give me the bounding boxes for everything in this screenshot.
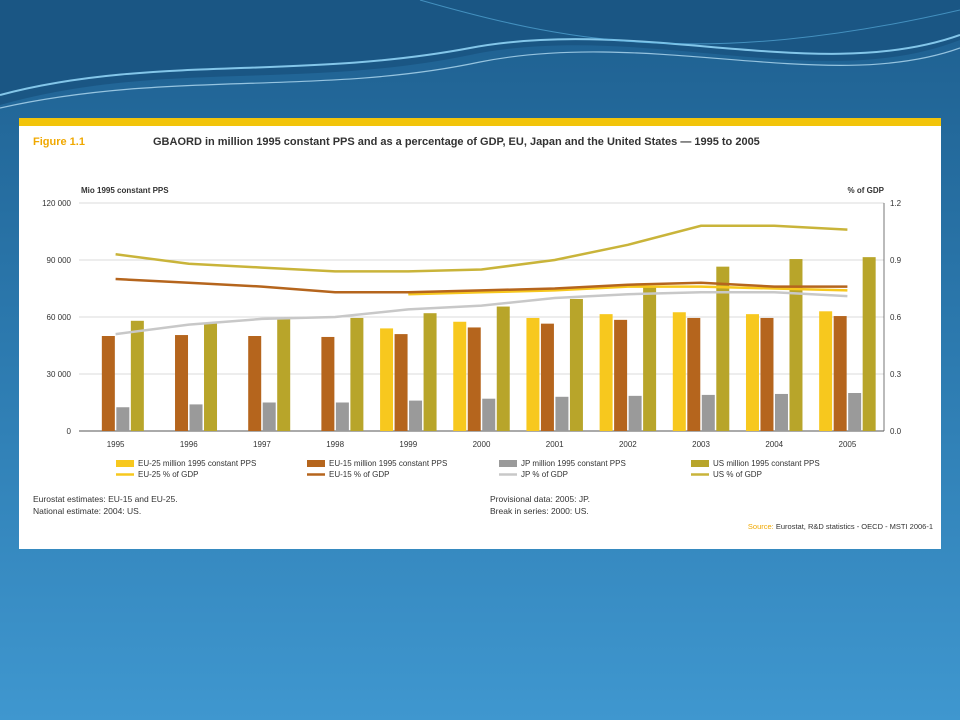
legend-swatch-jp	[499, 460, 517, 467]
line-eu25_line	[408, 285, 848, 296]
bar-us	[862, 257, 876, 431]
line-us_line	[115, 224, 848, 273]
bar-eu25	[672, 312, 686, 431]
note-estimates: Eurostat estimates: EU-15 and EU-25.	[33, 494, 178, 504]
y-left-axis-title: Mio 1995 constant PPS	[81, 186, 169, 195]
bar-eu15	[687, 317, 701, 431]
header-wave-decoration	[0, 0, 960, 109]
bar-eu15	[614, 319, 628, 431]
bar-eu25	[526, 317, 540, 431]
y-right-axis-title: % of GDP	[848, 186, 885, 195]
x-tick-label: 2002	[619, 440, 637, 449]
bar-us	[277, 318, 291, 431]
bar-eu25	[745, 314, 759, 431]
figure-title: GBAORD in million 1995 constant PPS and …	[153, 136, 760, 148]
bar-us	[130, 320, 144, 431]
legend-swatch-us	[691, 460, 709, 467]
bar-jp	[335, 402, 349, 431]
bar-us	[423, 313, 437, 431]
bar-jp	[189, 404, 203, 431]
bar-jp	[701, 394, 715, 431]
bar-eu15	[833, 316, 847, 431]
x-tick-label: 1996	[180, 440, 198, 449]
line-eu15_line	[115, 277, 848, 294]
x-tick-label: 1997	[253, 440, 271, 449]
legend-label-us: US million 1995 constant PPS	[713, 459, 820, 468]
bar-jp	[848, 393, 862, 431]
x-tick-label: 2001	[546, 440, 564, 449]
y-right-tick-label: 0.0	[890, 427, 902, 436]
legend-label-eu15: EU-15 million 1995 constant PPS	[329, 459, 447, 468]
source-label: Source:	[747, 522, 774, 531]
figure-label: Figure 1.1	[33, 136, 85, 148]
legend-label-eu25_line: EU-25 % of GDP	[138, 470, 198, 478]
bar-us	[569, 298, 583, 431]
notes-left: Eurostat estimates: EU-15 and EU-25. Nat…	[33, 493, 178, 517]
bar-eu25	[819, 311, 833, 431]
bar-us	[350, 317, 364, 431]
bar-us	[716, 266, 730, 431]
x-tick-label: 2004	[765, 440, 783, 449]
x-tick-label: 2003	[692, 440, 710, 449]
legend-label-eu15_line: EU-15 % of GDP	[329, 470, 389, 478]
bar-eu15	[467, 327, 481, 431]
legend-label-us_line: US % of GDP	[713, 470, 762, 478]
y-left-tick-label: 0	[67, 427, 72, 436]
y-left-tick-label: 30 000	[47, 370, 72, 379]
y-left-tick-label: 90 000	[47, 256, 72, 265]
line-jp_line	[115, 291, 848, 336]
bar-eu15	[248, 336, 262, 431]
bar-eu15	[540, 323, 554, 431]
bar-eu15	[101, 336, 115, 431]
figure-top-bar	[19, 118, 941, 126]
bar-us	[204, 322, 218, 431]
bar-jp	[262, 402, 276, 431]
bar-us	[643, 286, 657, 431]
legend-label-jp: JP million 1995 constant PPS	[521, 459, 626, 468]
note-break-in-series: Break in series: 2000: US.	[490, 506, 589, 516]
legend-swatch-eu25	[116, 460, 134, 467]
y-right-tick-label: 0.6	[890, 313, 902, 322]
bar-us	[789, 259, 803, 431]
gbaord-chart: Mio 1995 constant PPS % of GDP 0 0.0 30 000 0…	[42, 186, 902, 478]
bar-eu15	[394, 334, 408, 431]
bar-us	[496, 306, 510, 431]
bar-jp	[482, 398, 496, 431]
note-national-estimate: National estimate: 2004: US.	[33, 506, 142, 516]
bar-jp	[555, 396, 569, 431]
x-tick-label: 1999	[399, 440, 417, 449]
bar-eu15	[321, 336, 335, 431]
bar-eu15	[760, 317, 774, 431]
bar-eu25	[380, 328, 394, 431]
bar-jp	[116, 407, 130, 431]
source-note: Source: Eurostat, R&D statistics - OECD …	[748, 522, 933, 531]
x-tick-label: 2005	[839, 440, 857, 449]
bar-jp	[628, 395, 642, 431]
legend-label-jp_line: JP % of GDP	[521, 470, 568, 478]
y-left-tick-label: 120 000	[42, 199, 71, 208]
legend-swatch-eu15	[307, 460, 325, 467]
y-right-tick-label: 0.3	[890, 370, 902, 379]
bar-eu25	[599, 314, 613, 431]
note-provisional: Provisional data: 2005: JP.	[490, 494, 591, 504]
bar-eu15	[175, 335, 189, 431]
source-text: Eurostat, R&D statistics - OECD - MSTI 2…	[775, 522, 933, 531]
x-tick-label: 2000	[473, 440, 491, 449]
bar-jp	[774, 393, 788, 431]
figure-panel: Figure 1.1 GBAORD in million 1995 consta…	[19, 118, 941, 549]
notes-right: Provisional data: 2005: JP. Break in ser…	[490, 493, 590, 517]
x-tick-label: 1995	[107, 440, 125, 449]
y-left-tick-label: 60 000	[47, 313, 72, 322]
legend-label-eu25: EU-25 million 1995 constant PPS	[138, 459, 256, 468]
bar-eu25	[453, 321, 467, 431]
bar-jp	[409, 400, 423, 431]
y-right-tick-label: 0.9	[890, 256, 902, 265]
y-right-tick-label: 1.2	[890, 199, 902, 208]
x-tick-label: 1998	[326, 440, 344, 449]
